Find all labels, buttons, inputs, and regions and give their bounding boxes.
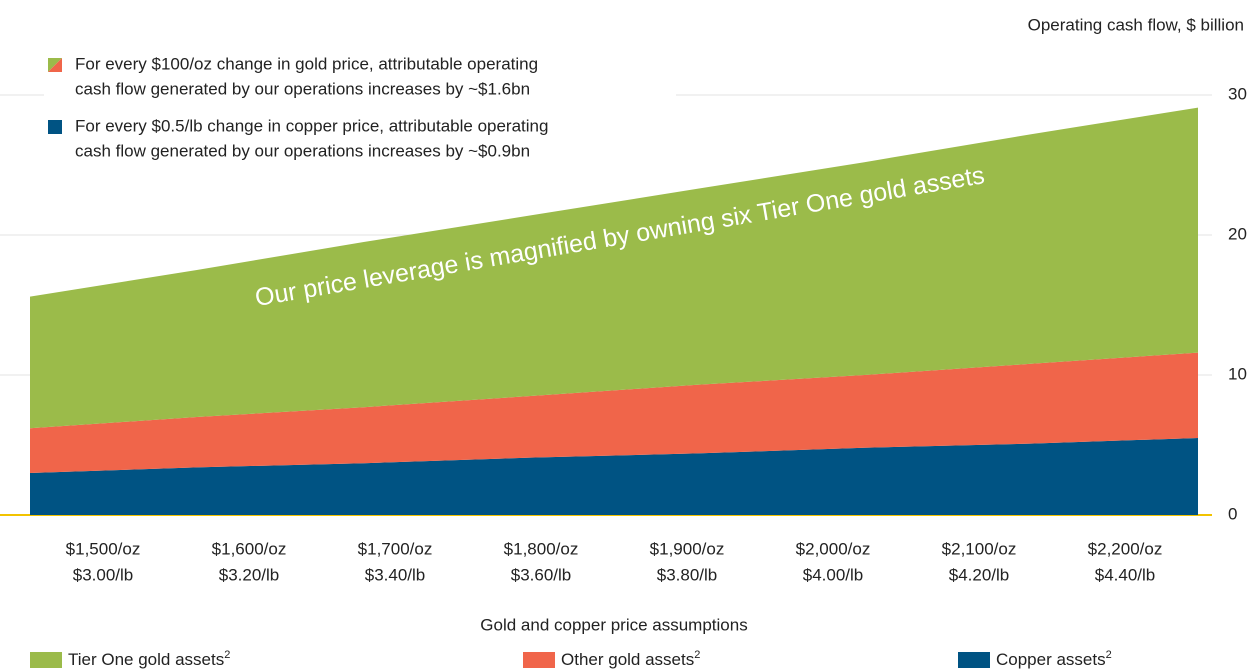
y-tick-label: 30 — [1228, 84, 1247, 103]
y-tick-label: 20 — [1228, 224, 1247, 243]
legend-label: Tier One gold assets2 — [68, 649, 230, 670]
x-tick-label: $2,200/oz — [1088, 539, 1163, 558]
x-tick-label: $1,600/oz — [212, 539, 287, 558]
y-axis-label: Operating cash flow, $ billion — [1028, 15, 1244, 34]
x-tick-label: $1,700/oz — [358, 539, 433, 558]
x-tick-label: $3.80/lb — [657, 565, 718, 584]
legend-name: Tier One gold assets — [68, 650, 224, 669]
note-text: cash flow generated by our operations in… — [75, 141, 530, 160]
legend-note: 2 — [1106, 649, 1112, 661]
x-tick-label: $1,900/oz — [650, 539, 725, 558]
x-tick-label: $2,000/oz — [796, 539, 871, 558]
x-tick-label: $4.40/lb — [1095, 565, 1156, 584]
x-tick-label: $1,500/oz — [66, 539, 141, 558]
legend-swatch — [30, 652, 62, 668]
legend-label: Copper assets2 — [996, 649, 1112, 670]
x-tick-label: $3.00/lb — [73, 565, 134, 584]
note-text: cash flow generated by our operations in… — [75, 79, 530, 98]
x-tick-label: $3.40/lb — [365, 565, 426, 584]
y-tick-label: 0 — [1228, 504, 1237, 523]
x-axis-label: Gold and copper price assumptions — [480, 615, 747, 634]
legend-note: 2 — [224, 649, 230, 661]
x-tick-label: $4.20/lb — [949, 565, 1010, 584]
note-icon — [48, 120, 62, 134]
legend-label: Other gold assets2 — [561, 649, 700, 670]
legend-name: Other gold assets — [561, 650, 694, 669]
x-tick-label: $1,800/oz — [504, 539, 579, 558]
legend-swatch — [958, 652, 990, 668]
notes-background — [44, 50, 676, 168]
legend-swatch — [523, 652, 555, 668]
note-icon — [48, 58, 62, 72]
x-tick-label: $4.00/lb — [803, 565, 864, 584]
area — [30, 107, 1198, 429]
legend-name: Copper assets — [996, 650, 1106, 669]
x-tick-label: $3.60/lb — [511, 565, 572, 584]
y-tick-label: 10 — [1228, 364, 1247, 383]
note-text: For every $0.5/lb change in copper price… — [75, 116, 548, 135]
area — [30, 438, 1198, 515]
legend-note: 2 — [694, 649, 700, 661]
area — [30, 352, 1198, 473]
note-text: For every $100/oz change in gold price, … — [75, 54, 538, 73]
x-tick-label: $3.20/lb — [219, 565, 280, 584]
x-tick-label: $2,100/oz — [942, 539, 1017, 558]
